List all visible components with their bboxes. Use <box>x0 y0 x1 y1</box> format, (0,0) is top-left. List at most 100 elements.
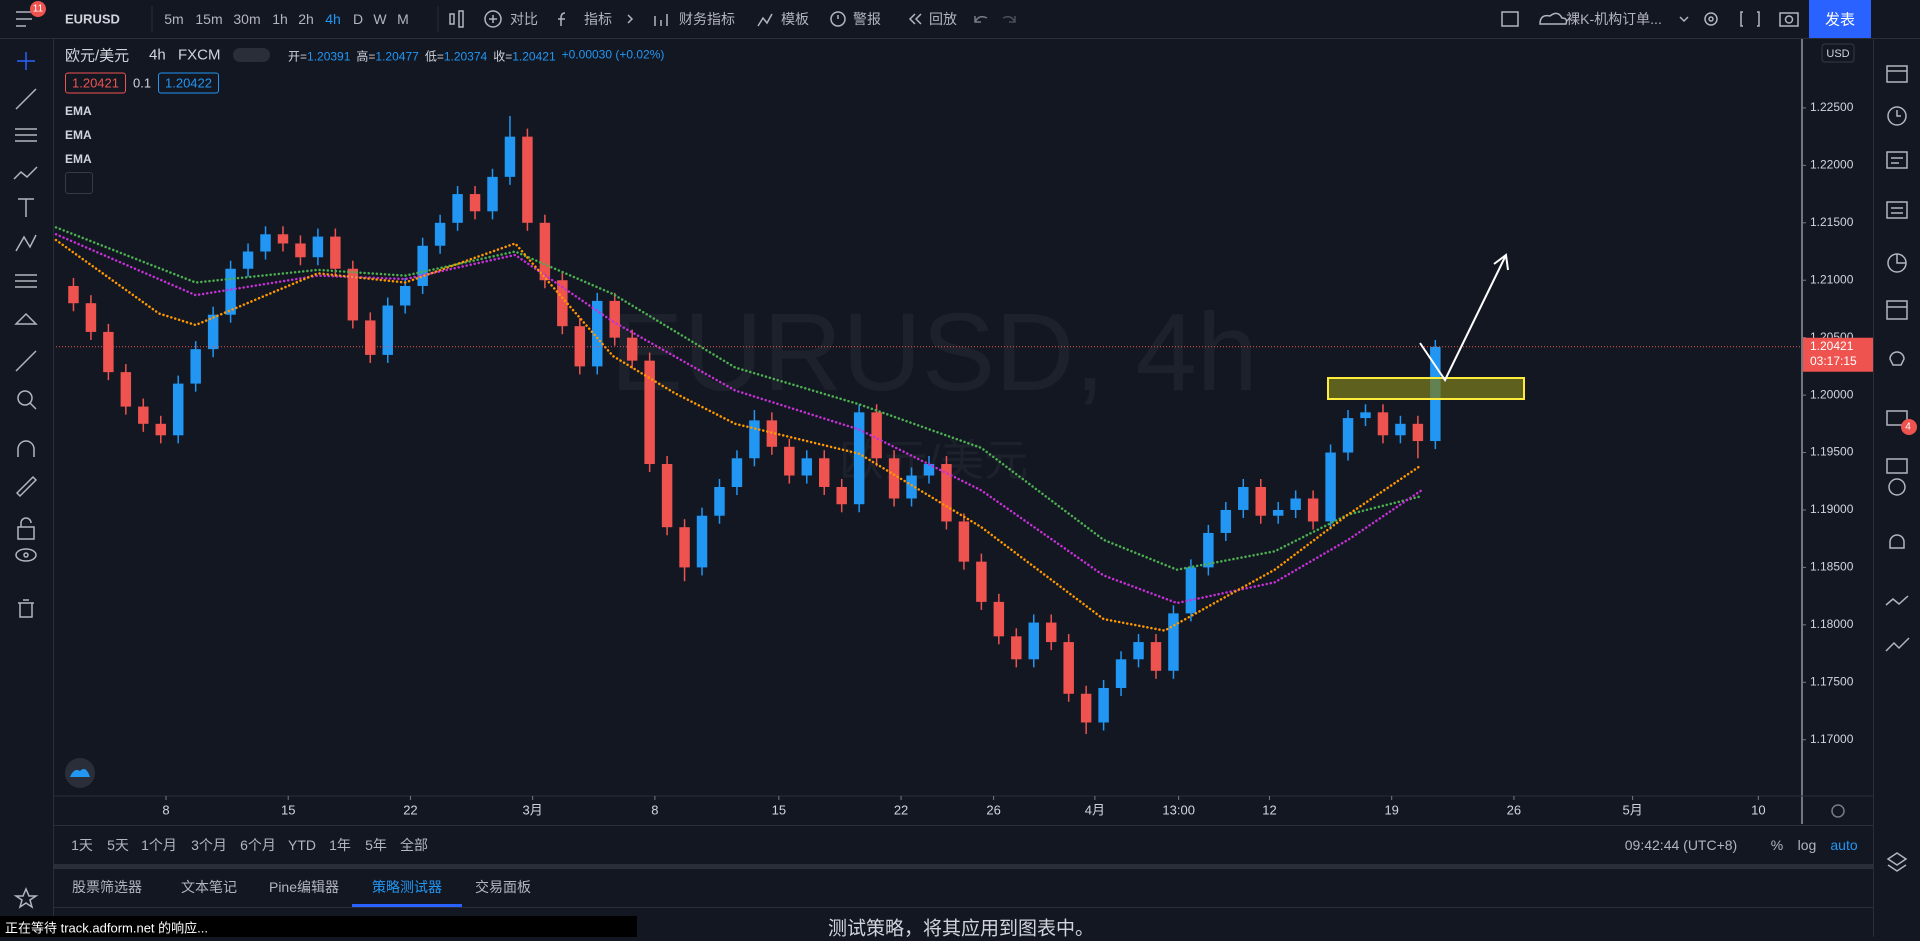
x-tick-label: 15 <box>281 802 295 817</box>
candle-body <box>452 194 463 223</box>
candle-body <box>1063 642 1074 694</box>
indicator-legend: EMA <box>65 104 92 118</box>
y-tick-label: 1.19500 <box>1810 445 1854 459</box>
range-button[interactable]: YTD <box>288 837 316 853</box>
panel-tab[interactable]: 股票筛选器 <box>72 879 142 895</box>
layout-name[interactable]: 裸K-机构订单... <box>1566 11 1662 27</box>
x-tick-label: 13:00 <box>1162 802 1195 817</box>
indicator-legend: EMA <box>65 152 92 166</box>
timeframe-button[interactable]: 15m <box>195 11 223 27</box>
candle-body <box>1011 636 1022 660</box>
candle-body <box>1098 688 1109 723</box>
scale-option[interactable]: auto <box>1830 837 1858 853</box>
timeframe-button[interactable]: 30m <box>233 11 261 27</box>
indicator-legend: EMA <box>65 128 92 142</box>
candle-body <box>1185 567 1197 614</box>
candle-body <box>330 236 341 269</box>
ohlc-label: 高= <box>356 49 376 64</box>
ohlc-item: 开=1.20391 <box>288 48 350 65</box>
sell-price[interactable]: 1.20421 <box>65 72 126 94</box>
x-tick-label: 26 <box>986 802 1000 817</box>
toolbar-button[interactable]: 财务指标 <box>679 11 735 27</box>
symbol-search[interactable]: EURUSD <box>65 11 120 27</box>
candle-body <box>207 314 219 350</box>
range-button[interactable]: 1天 <box>71 837 93 853</box>
candle-body <box>120 372 132 407</box>
range-button[interactable]: 5年 <box>365 837 387 853</box>
timeframe-button[interactable]: D <box>352 11 364 27</box>
candle-body <box>242 251 254 269</box>
ema-line <box>54 233 1423 605</box>
candle-body <box>1115 659 1127 689</box>
chart: EURUSD, 4h 欧元/美元 1.17000 1.17500 1.18000 1.18… <box>54 39 1873 824</box>
candle-body <box>1272 509 1284 516</box>
candle-body <box>172 383 184 436</box>
candle-body <box>1325 452 1336 522</box>
ohlc-value: 1.20374 <box>443 49 488 64</box>
range-button[interactable]: 3个月 <box>191 837 227 853</box>
timeframe-button[interactable]: 1h <box>272 11 288 27</box>
timeframe-button[interactable]: 5m <box>164 11 184 27</box>
timeframe-button[interactable]: 4h <box>325 11 341 27</box>
scale-option[interactable]: % <box>1770 837 1784 853</box>
candle-body <box>958 521 970 562</box>
watermark: EURUSD, 4h <box>610 291 1258 414</box>
candle-body <box>784 446 795 476</box>
candle-body <box>85 303 97 332</box>
publish-button[interactable]: 发表 <box>1824 11 1856 29</box>
timeframe-button[interactable]: M <box>397 11 409 27</box>
range-button[interactable]: 6个月 <box>240 837 276 853</box>
left-toolbar <box>0 39 54 937</box>
y-tick-label: 1.18500 <box>1810 560 1854 574</box>
timeframe-button[interactable]: 2h <box>298 11 314 27</box>
x-tick-label: 8 <box>651 802 658 817</box>
x-tick-label: 5月 <box>1623 802 1643 817</box>
visibility-toggle[interactable] <box>233 48 270 62</box>
range-button[interactable]: 1个月 <box>141 837 177 853</box>
toolbar-button[interactable]: 模板 <box>781 11 809 27</box>
y-tick-label: 1.17000 <box>1810 732 1854 746</box>
candle-body <box>661 464 673 528</box>
toolbar-button[interactable]: 指标 <box>584 11 612 27</box>
buy-price[interactable]: 1.20422 <box>158 72 219 94</box>
scale-option[interactable]: log <box>1797 837 1817 853</box>
range-button[interactable]: 全部 <box>400 837 428 853</box>
panel-tab[interactable]: 策略测试器 <box>372 879 442 895</box>
candle-body <box>295 243 306 258</box>
candle-body <box>487 176 498 212</box>
spread: 0.1 <box>133 75 152 91</box>
candle-body <box>888 458 900 499</box>
candle-body <box>906 475 917 499</box>
y-tick-label: 1.21000 <box>1810 272 1854 286</box>
panel-tab[interactable]: Pine编辑器 <box>268 879 340 895</box>
candle-body <box>1412 423 1424 442</box>
ohlc-item: 高=1.20477 <box>356 48 418 65</box>
legend-source: FXCM <box>178 46 221 64</box>
timeframe-button[interactable]: W <box>373 11 387 27</box>
range-button[interactable]: 5天 <box>107 837 129 853</box>
range-button[interactable]: 1年 <box>329 837 351 853</box>
toolbar-button[interactable]: 对比 <box>510 11 538 27</box>
candle-body <box>1238 486 1249 510</box>
panel-tab[interactable]: 交易面板 <box>475 879 531 895</box>
panel-tab[interactable]: 文本笔记 <box>181 879 237 895</box>
ema-line <box>54 226 1423 572</box>
collapse-legend[interactable] <box>65 172 93 194</box>
candle-body <box>103 331 114 373</box>
candle-body <box>1290 498 1301 510</box>
candle-body <box>731 458 743 487</box>
ohlc-label: 开= <box>288 49 308 64</box>
candle-body <box>1203 532 1214 568</box>
candle-body <box>68 285 79 304</box>
candle-body <box>1307 498 1319 522</box>
toolbar-button[interactable]: 回放 <box>929 11 957 27</box>
candle-body <box>976 561 987 602</box>
ohlc-item: 低=1.20374 <box>425 48 487 65</box>
toolbar-button[interactable]: 警报 <box>853 11 881 27</box>
candle-body <box>1377 412 1389 436</box>
clock: 09:42:44 (UTC+8) <box>1624 837 1738 853</box>
candle-body <box>819 458 830 487</box>
candle-body <box>1395 423 1406 436</box>
candle-body <box>469 194 481 212</box>
